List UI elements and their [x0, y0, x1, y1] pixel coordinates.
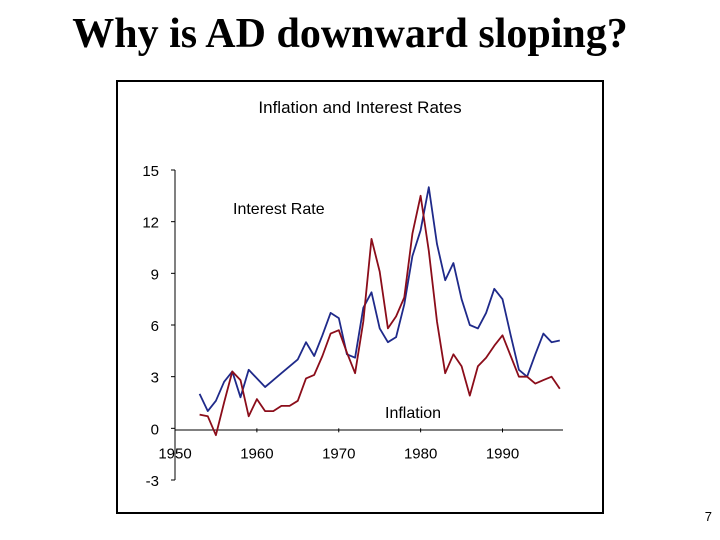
series-lines — [198, 186, 561, 437]
y-tick-label: 6 — [151, 318, 159, 335]
inflation-line — [199, 194, 561, 437]
page-number: 7 — [704, 509, 712, 524]
y-ticks: 15 12 9 6 3 0 -3 — [142, 163, 175, 490]
y-tick-label: 12 — [142, 215, 159, 232]
line-chart: Inflation and Interest Rates 15129630-3 … — [142, 98, 563, 490]
interest-rate-line — [198, 186, 560, 412]
x-tick-label: 1960 — [240, 445, 273, 462]
x-tick-label: 1950 — [158, 445, 191, 462]
slide-title: Why is AD downward sloping? — [72, 11, 628, 57]
chart-title: Inflation and Interest Rates — [258, 98, 461, 117]
x-tick-label: 1990 — [486, 445, 519, 462]
chart-frame: Inflation and Interest Rates 15 12 9 6 3 0 -3 … — [116, 80, 604, 514]
y-tick-label: -3 — [146, 473, 159, 490]
y-tick-label: 0 — [151, 421, 159, 438]
series-label-inflation: Inflation — [385, 405, 441, 422]
y-tick-label: 15 — [142, 163, 159, 180]
x-tick-label: 1980 — [404, 445, 437, 462]
y-tick-label: 9 — [151, 266, 159, 283]
y-tick-label: 3 — [151, 370, 159, 387]
x-ticks: 1950 1960 1970 1980 1990 — [158, 428, 519, 462]
series-label-interest-rate: Interest Rate — [233, 201, 325, 218]
x-tick-label: 1970 — [322, 445, 355, 462]
